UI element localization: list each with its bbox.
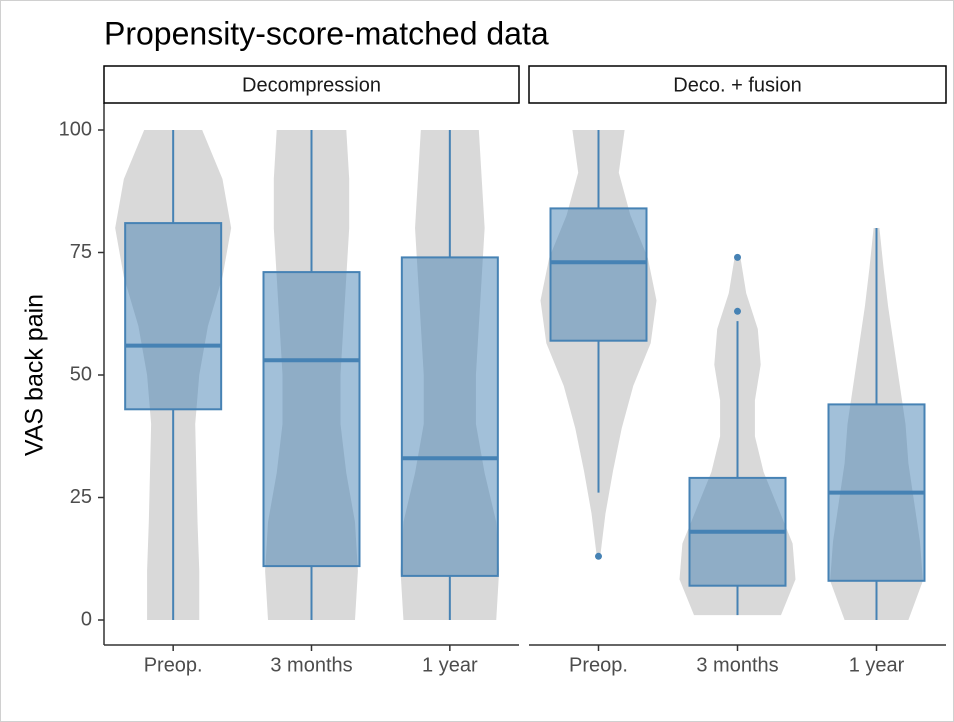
y-tick-label: 50: [70, 363, 92, 385]
x-tick-label: 3 months: [696, 654, 778, 676]
chart-title: Propensity-score-matched data: [104, 15, 549, 51]
facet-strip: [103, 65, 520, 104]
x-tick-label: 3 months: [270, 654, 352, 676]
y-tick-label: 25: [70, 486, 92, 508]
box: [262, 271, 361, 568]
x-tick-label: Preop.: [144, 654, 203, 676]
outlier: [595, 552, 602, 560]
facet-label: Deco. + fusion: [673, 74, 801, 96]
facet-label: Decompression: [242, 74, 381, 96]
y-tick-label: 75: [70, 241, 92, 263]
outlier: [734, 307, 741, 315]
box: [400, 256, 499, 577]
y-axis-title: VAS back pain: [21, 294, 49, 456]
y-tick-label: 100: [59, 118, 92, 140]
x-tick-label: 1 year: [849, 654, 905, 676]
box: [124, 222, 223, 411]
y-tick-label: 0: [81, 608, 92, 630]
outlier: [734, 253, 741, 261]
x-tick-label: Preop.: [569, 654, 628, 676]
x-tick-label: 1 year: [422, 654, 478, 676]
box: [549, 207, 648, 342]
facet-strip: [528, 65, 947, 104]
